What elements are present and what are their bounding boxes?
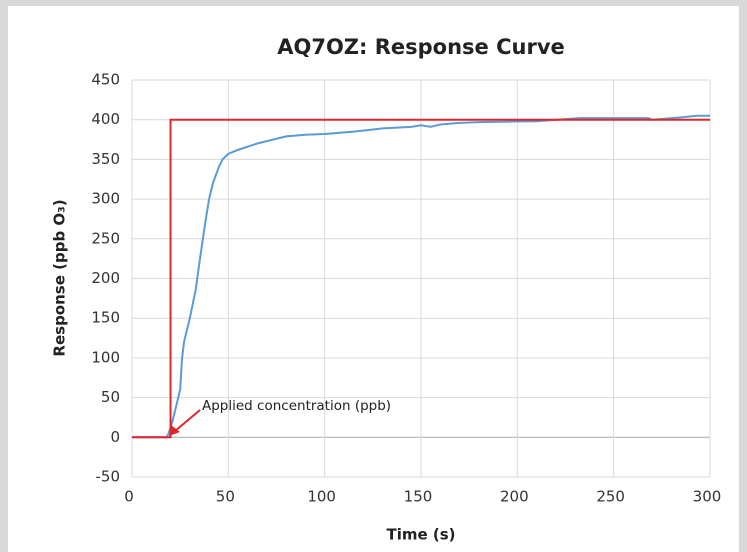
y-tick-label: 0 xyxy=(110,428,120,446)
x-tick-label: 50 xyxy=(216,488,235,506)
y-tick-label: 350 xyxy=(91,150,120,168)
data-line xyxy=(132,118,710,439)
y-tick-label: 400 xyxy=(91,110,120,128)
annotation: Applied concentration (ppb) xyxy=(202,398,391,414)
x-tick-label: 300 xyxy=(693,488,722,506)
arrow-head xyxy=(169,425,180,436)
y-tick-label: 150 xyxy=(91,309,120,327)
y-axis-label: Response (ppb O₃) xyxy=(51,199,69,356)
chart-title: AQ7OZ: Response Curve xyxy=(277,35,565,59)
x-axis-label: Time (s) xyxy=(386,526,455,544)
y-tick-label: 100 xyxy=(91,348,120,366)
x-tick-label: 250 xyxy=(596,488,625,506)
y-tick-label: -50 xyxy=(96,468,121,486)
y-tick-label: 50 xyxy=(101,388,120,406)
y-tick-label: 200 xyxy=(91,269,120,287)
data-line xyxy=(132,114,710,439)
x-tick-label: 0 xyxy=(124,488,134,506)
x-tick-label: 100 xyxy=(307,488,336,506)
x-tick-label: 150 xyxy=(404,488,433,506)
x-tick-label: 200 xyxy=(500,488,529,506)
y-tick-label: 450 xyxy=(91,71,120,89)
y-tick-label: 300 xyxy=(91,190,120,208)
annotation-arrow xyxy=(174,409,201,432)
y-tick-label: 250 xyxy=(91,229,120,247)
